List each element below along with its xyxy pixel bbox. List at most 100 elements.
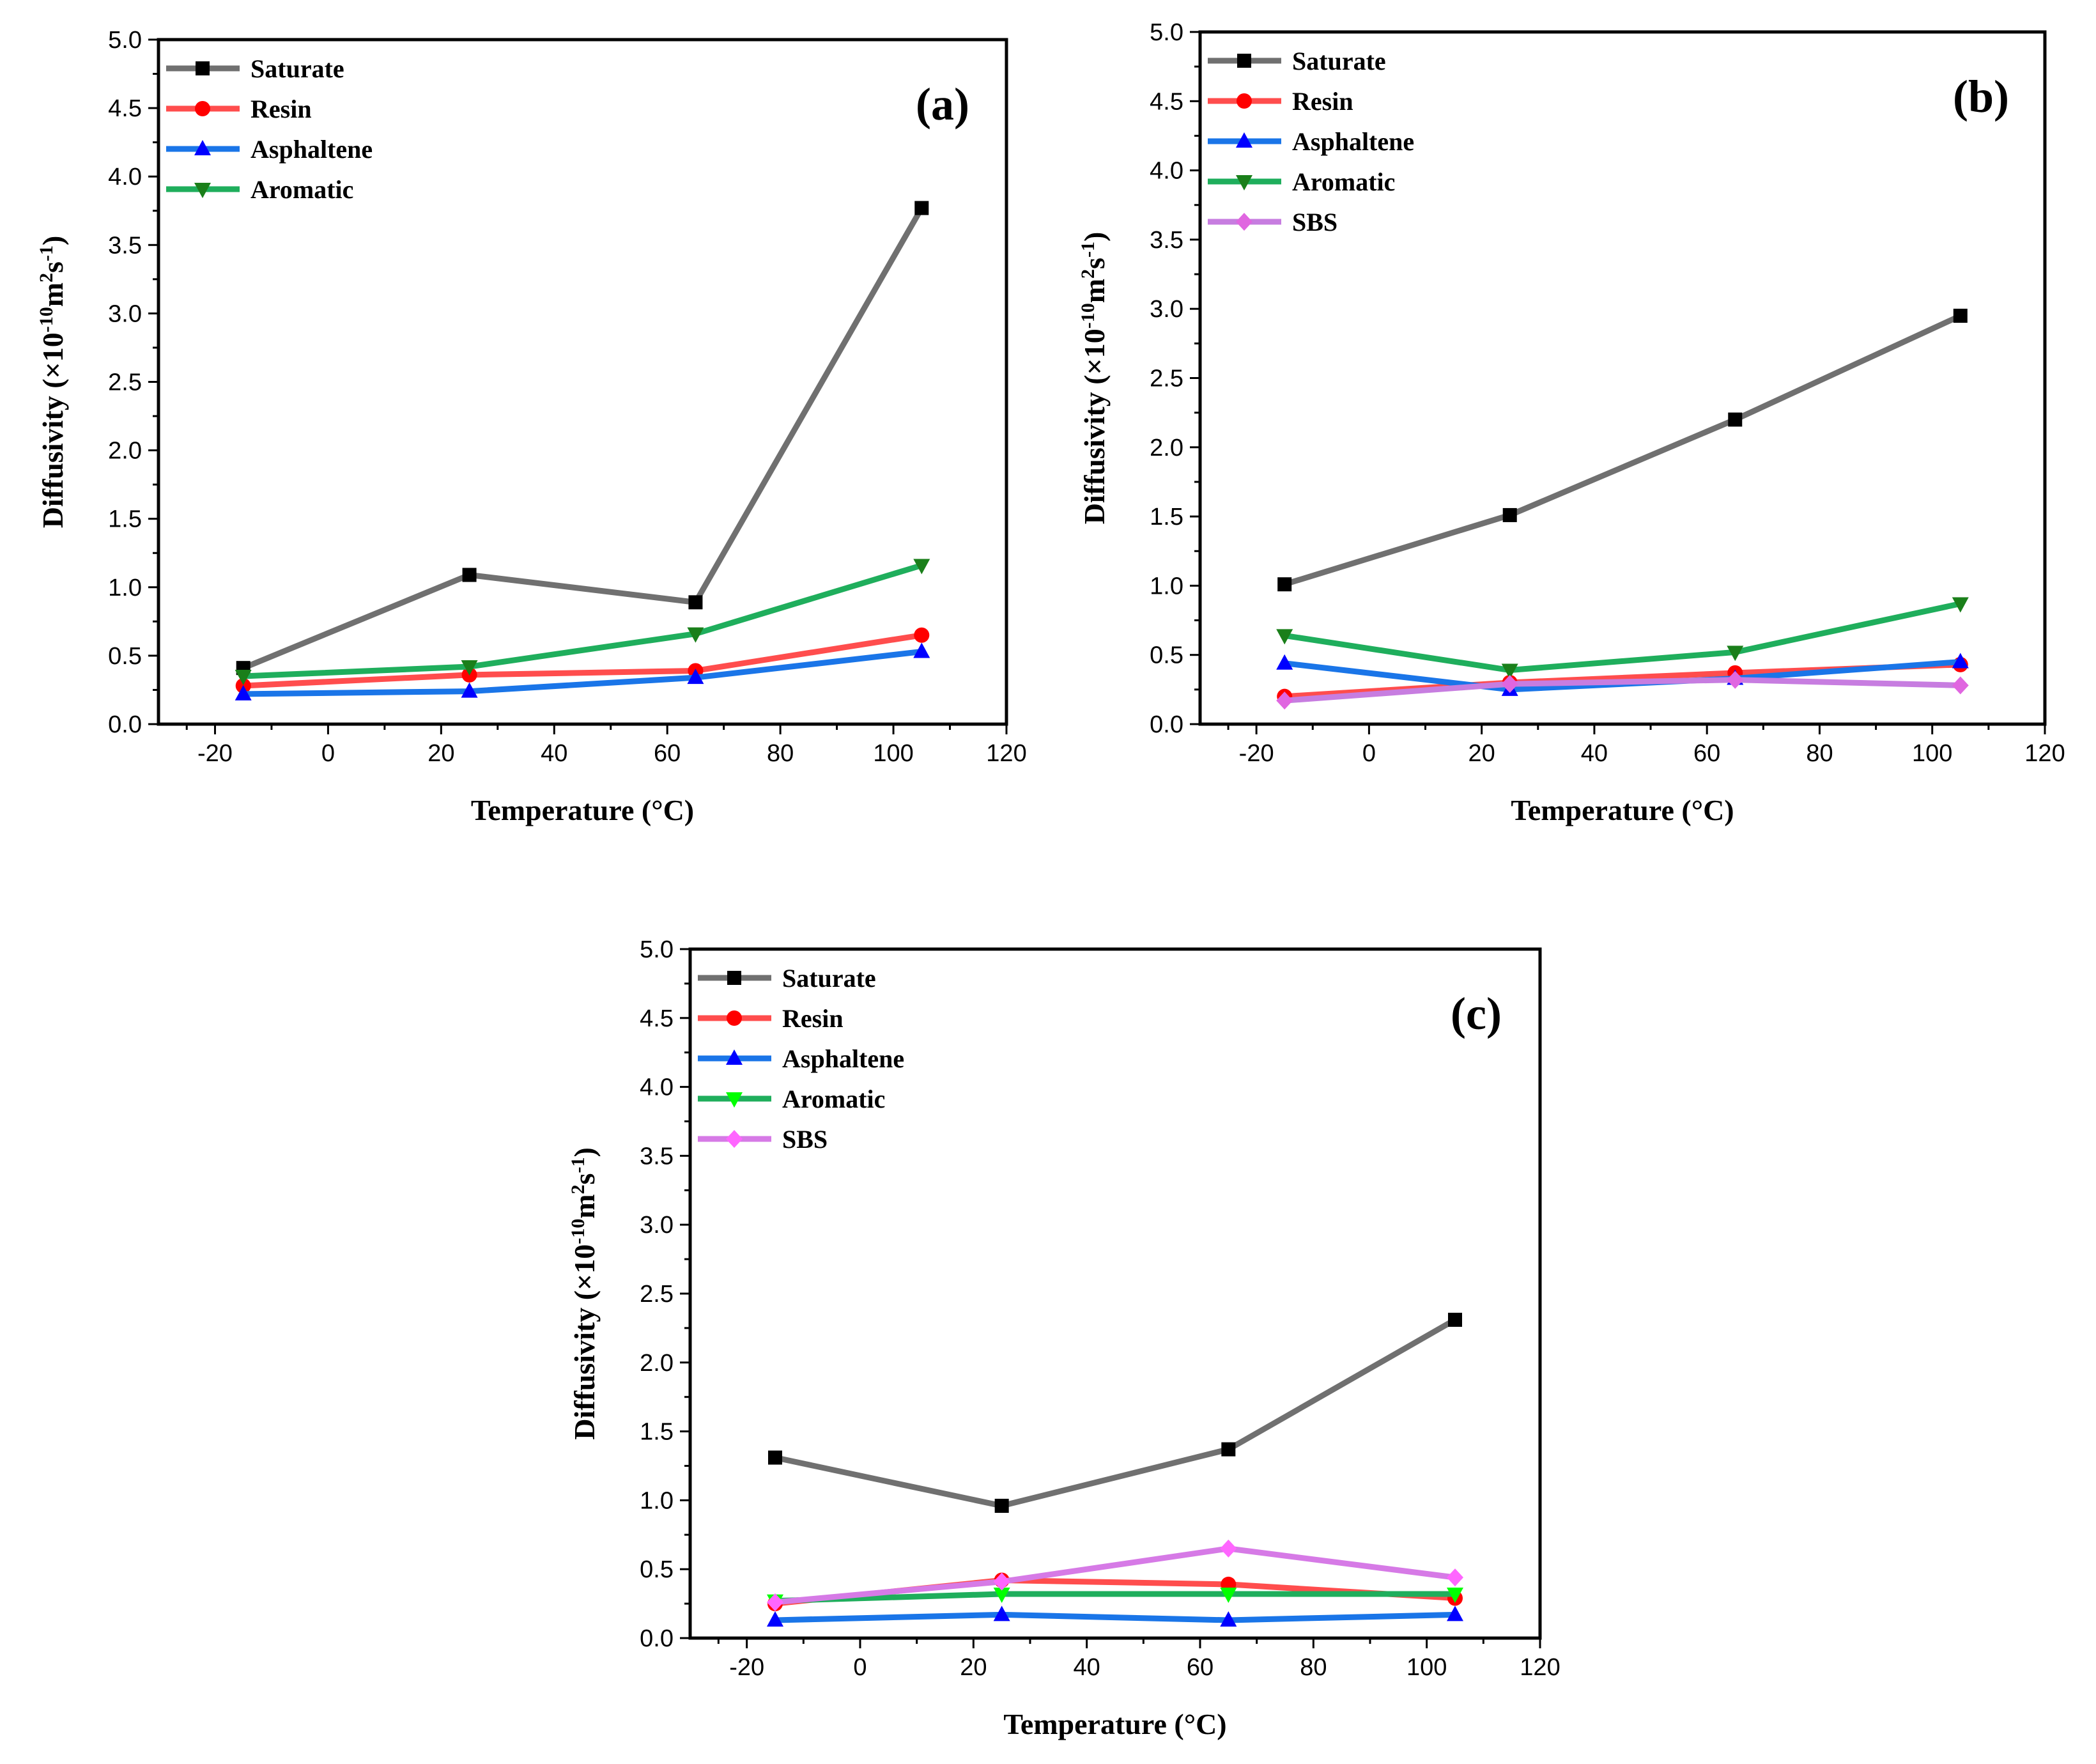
chart-panel-a: 0.0 0.5 1.0 1.5 2.0 2.5 3.0 3.5 4.0 4.5 5.0 -20 0 20 4…	[36, 27, 1027, 826]
series-saturate	[768, 1312, 1462, 1513]
x-tick-label: 100	[1406, 1654, 1447, 1681]
series-aromatic	[1276, 597, 1969, 679]
x-tick-label: 120	[1520, 1654, 1560, 1681]
series-line	[774, 1545, 1456, 1605]
y-axis-title-part: )	[36, 236, 69, 245]
y-axis-title: Diffusivity (×10-10m2s-1)	[1077, 232, 1111, 525]
legend-label: Saturate	[1292, 47, 1386, 75]
legend-item: Aromatic	[166, 175, 353, 204]
x-tick-label: 40	[1581, 740, 1608, 767]
legend-label: Resin	[250, 95, 312, 123]
y-tick-label: 0.5	[1150, 642, 1183, 669]
y-tick-label: 1.0	[640, 1487, 674, 1514]
y-axis-title: Diffusivity (×10-10m2s-1)	[567, 1147, 601, 1440]
y-axis-title-part: m	[36, 282, 69, 307]
triangle-down-marker	[993, 1588, 1010, 1604]
legend-item: Saturate	[698, 964, 876, 993]
legend-item: Resin	[698, 1004, 844, 1033]
square-marker	[1221, 1442, 1236, 1457]
legend-item: SBS	[1208, 208, 1337, 236]
triangle-down-marker	[726, 1092, 743, 1108]
x-tick-label: 100	[1912, 740, 1952, 767]
y-axis-title-part: Diffusivity (×10	[1078, 329, 1111, 524]
legend-item: Resin	[1208, 87, 1353, 116]
triangle-up-marker	[687, 669, 704, 685]
y-tick-label: 4.0	[1150, 158, 1183, 185]
x-tick-label: -20	[197, 740, 233, 767]
legend-item: Resin	[166, 95, 312, 123]
square-marker	[914, 201, 929, 215]
y-tick-label: 4.5	[1150, 88, 1183, 115]
x-tick-label: 60	[1693, 740, 1720, 767]
y-axis-title-superscript: -1	[1077, 242, 1098, 258]
y-axis-title-part: s	[568, 1173, 601, 1185]
triangle-up-marker	[993, 1605, 1010, 1621]
diamond-marker	[1501, 675, 1518, 693]
y-axis-title-superscript: 2	[36, 273, 57, 282]
y-axis-title-superscript: -1	[567, 1157, 589, 1173]
y-axis-title-part: s	[36, 261, 69, 273]
diamond-marker	[726, 1130, 743, 1148]
y-axis-title-part: )	[568, 1147, 601, 1157]
legend: Saturate Resin Asphaltene Aromatic SBS	[1208, 47, 1414, 236]
legend-item: Asphaltene	[698, 1044, 904, 1073]
triangle-up-marker	[726, 1049, 743, 1065]
square-marker	[1502, 507, 1517, 522]
y-axis-title-superscript: -10	[1077, 303, 1098, 329]
y-tick-label: 2.0	[1150, 435, 1183, 461]
x-tick-label: 40	[541, 740, 567, 767]
series-line	[243, 562, 923, 679]
diamond-marker	[1276, 692, 1293, 710]
legend-item: Aromatic	[1208, 167, 1395, 196]
x-tick-label: 20	[428, 740, 454, 767]
series-line	[774, 1317, 1457, 1509]
triangle-up-marker	[1952, 653, 1969, 669]
y-tick-label: 0.5	[640, 1556, 674, 1583]
chart-panel-b: 0.0 0.5 1.0 1.5 2.0 2.5 3.0 3.5 4.0 4.5 5.0 -20 0 20 4…	[1077, 19, 2065, 826]
x-tick-label: 120	[2024, 740, 2065, 767]
legend-label: Asphaltene	[250, 135, 373, 164]
square-marker	[196, 61, 210, 75]
triangle-up-marker	[1276, 654, 1293, 670]
square-marker	[1237, 54, 1251, 68]
y-tick-label: 1.5	[640, 1419, 674, 1446]
legend-label: Saturate	[250, 54, 344, 83]
triangle-down-marker	[1220, 1588, 1237, 1604]
diamond-marker	[993, 1572, 1010, 1591]
square-marker	[462, 568, 477, 582]
square-marker	[688, 595, 703, 610]
square-marker	[1277, 577, 1292, 592]
series-line	[242, 206, 925, 671]
x-tick-label: -20	[729, 1654, 764, 1681]
circle-marker	[1237, 93, 1252, 109]
triangle-down-marker	[235, 670, 252, 686]
y-axis-title-part: m	[1078, 279, 1111, 303]
series-asphaltene	[235, 642, 930, 700]
circle-marker	[914, 627, 930, 643]
triangle-up-marker	[1220, 1611, 1237, 1627]
y-tick-label: 3.0	[108, 300, 142, 327]
y-axis-title-superscript: -10	[567, 1219, 589, 1244]
y-tick-label: 4.0	[640, 1074, 674, 1101]
panel-label: (a)	[916, 79, 969, 130]
x-tick-label: 80	[767, 740, 794, 767]
triangle-up-marker	[194, 140, 211, 155]
series-line	[1284, 677, 1961, 704]
circle-marker	[195, 101, 210, 116]
y-tick-label: 5.0	[1150, 19, 1183, 46]
legend-item: Saturate	[166, 54, 344, 83]
diamond-marker	[1727, 670, 1744, 689]
x-tick-label: 0	[1362, 740, 1376, 767]
square-marker	[768, 1450, 782, 1465]
legend: Saturate Resin Asphaltene Aromatic SBS	[698, 964, 904, 1154]
legend-label: SBS	[782, 1125, 828, 1154]
diamond-marker	[1236, 213, 1252, 231]
y-tick-label: 0.0	[108, 711, 142, 738]
triangle-up-marker	[767, 1611, 783, 1627]
legend-label: Aromatic	[782, 1085, 885, 1113]
triangle-up-marker	[1447, 1605, 1463, 1621]
y-tick-label: 4.5	[108, 95, 142, 122]
y-tick-label: 4.0	[108, 164, 142, 190]
y-axis-title-superscript: -10	[36, 307, 57, 332]
y-axis-title-part: )	[1078, 232, 1111, 242]
